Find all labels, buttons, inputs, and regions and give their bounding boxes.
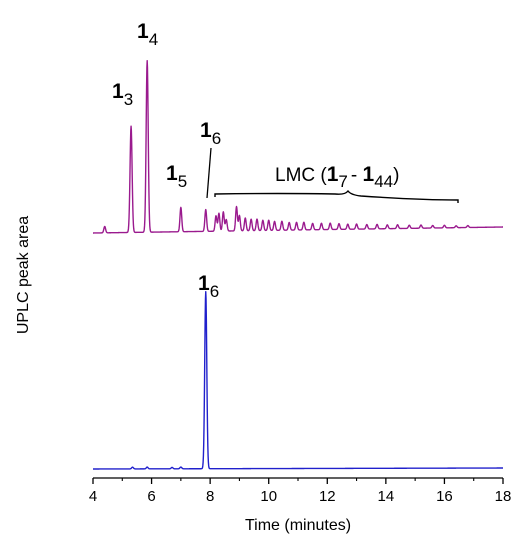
x-tick-label: 10 [260, 488, 277, 505]
x-axis-title: Time (minutes) [245, 517, 351, 534]
x-tick-label: 16 [436, 488, 453, 505]
lower-trace-line [92, 291, 504, 470]
upper-trace-line [92, 59, 504, 234]
x-tick-label: 14 [378, 488, 395, 505]
peak-label-1-6-lower: 16 [198, 272, 219, 301]
peak-label-1-6-upper: 16 [200, 119, 221, 148]
x-tick-label: 8 [206, 488, 214, 505]
x-tick-label: 6 [147, 488, 155, 505]
lmc-label: LMC (17- 144) [275, 163, 399, 191]
x-tick-label: 12 [319, 488, 336, 505]
peak-label-1-5: 15 [166, 162, 187, 191]
peak-label-1-4: 14 [137, 20, 158, 49]
x-axis: 4 6 8 10 12 14 16 18 [89, 477, 512, 505]
x-tick-label: 18 [495, 488, 512, 505]
peak-1-6-pointer-line [206, 147, 212, 199]
peak-label-1-3: 13 [112, 80, 133, 109]
x-ticks: 4 6 8 10 12 14 16 18 [89, 478, 512, 505]
lmc-bracket [214, 189, 459, 203]
y-axis-title: UPLC peak area [15, 216, 32, 334]
x-tick-label: 4 [89, 488, 97, 505]
